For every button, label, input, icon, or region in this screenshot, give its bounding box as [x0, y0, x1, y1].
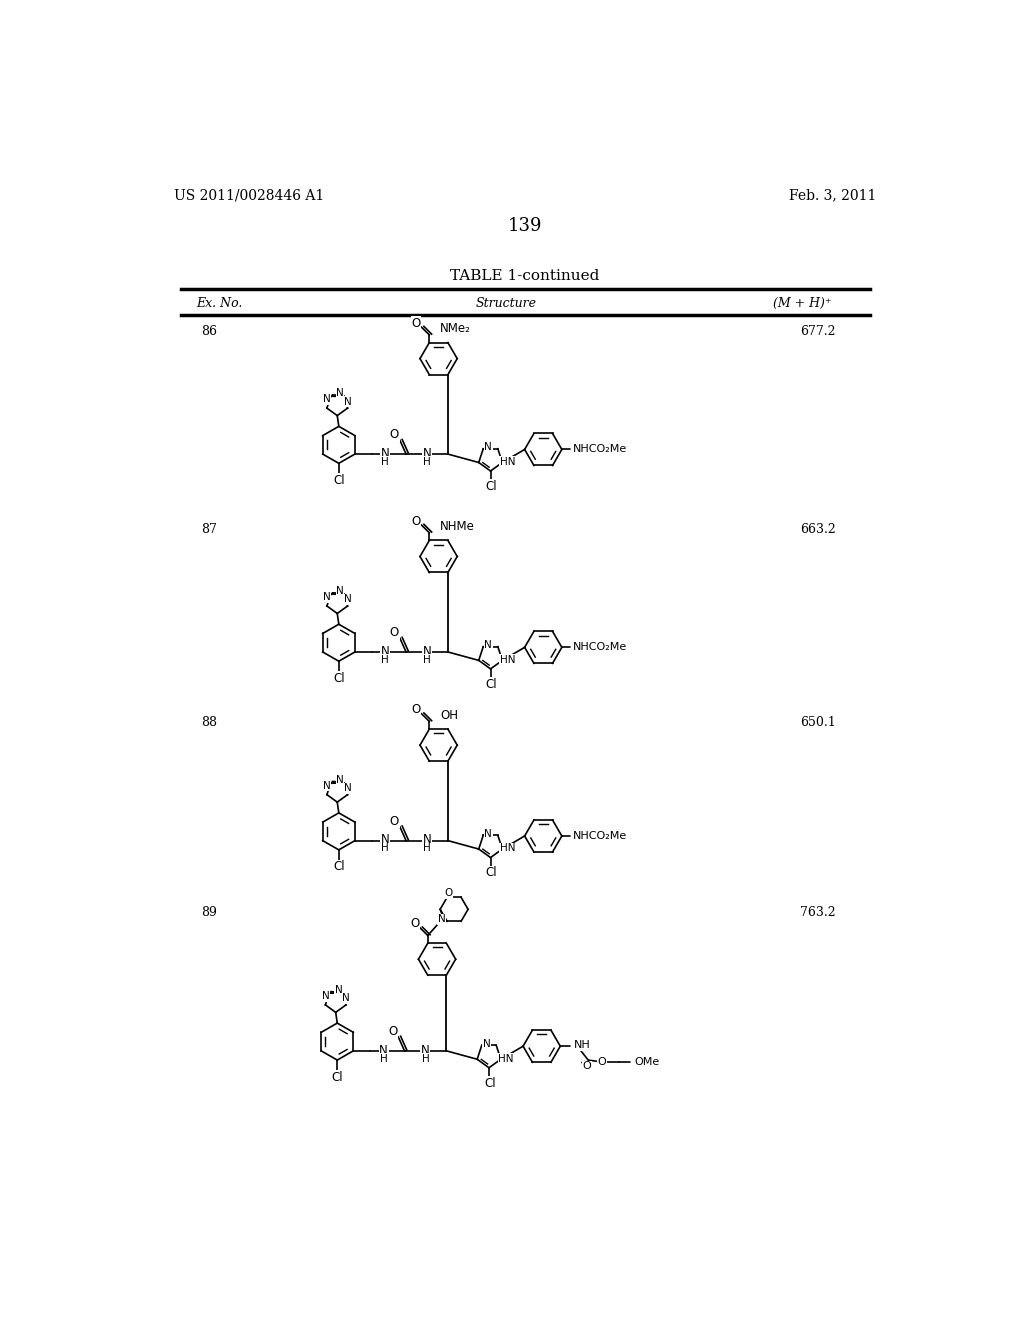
Text: O: O — [412, 704, 421, 717]
Text: HN: HN — [499, 1053, 514, 1064]
Text: H: H — [381, 843, 389, 853]
Text: O: O — [412, 317, 421, 330]
Text: Cl: Cl — [333, 861, 345, 874]
Text: N: N — [484, 640, 493, 649]
Text: Ex. No.: Ex. No. — [197, 297, 243, 310]
Text: N: N — [342, 994, 350, 1003]
Text: Cl: Cl — [333, 672, 345, 685]
Text: Cl: Cl — [332, 1071, 343, 1084]
Text: HN: HN — [500, 843, 515, 853]
Text: N: N — [381, 446, 389, 459]
Text: N: N — [344, 783, 351, 793]
Text: 89: 89 — [202, 907, 217, 920]
Text: H: H — [423, 655, 431, 665]
Text: N: N — [381, 644, 389, 657]
Text: Structure: Structure — [476, 297, 537, 310]
Text: NHCO₂Me: NHCO₂Me — [572, 643, 627, 652]
Text: N: N — [336, 775, 344, 785]
Text: N: N — [335, 985, 342, 995]
Text: Cl: Cl — [485, 677, 497, 690]
Text: N: N — [484, 442, 493, 453]
Text: O: O — [410, 917, 419, 931]
Text: N: N — [323, 781, 331, 791]
Text: N: N — [423, 833, 431, 846]
Text: 87: 87 — [202, 523, 217, 536]
Text: O: O — [388, 1026, 397, 1038]
Text: N: N — [482, 1039, 490, 1049]
Text: O: O — [390, 428, 399, 441]
Text: 677.2: 677.2 — [800, 325, 836, 338]
Text: 763.2: 763.2 — [800, 907, 836, 920]
Text: N: N — [344, 396, 351, 407]
Text: O: O — [583, 1061, 591, 1072]
Text: N: N — [379, 1044, 388, 1056]
Text: O: O — [412, 515, 421, 528]
Text: N: N — [323, 593, 331, 602]
Text: HN: HN — [500, 457, 515, 467]
Text: H: H — [422, 1053, 429, 1064]
Text: Cl: Cl — [333, 474, 345, 487]
Text: N: N — [421, 1044, 430, 1056]
Text: Cl: Cl — [485, 480, 497, 492]
Text: 139: 139 — [508, 218, 542, 235]
Text: H: H — [423, 843, 431, 853]
Text: HN: HN — [500, 655, 515, 665]
Text: NHCO₂Me: NHCO₂Me — [572, 832, 627, 841]
Text: Feb. 3, 2011: Feb. 3, 2011 — [790, 189, 877, 202]
Text: OH: OH — [440, 709, 458, 722]
Text: O: O — [390, 626, 399, 639]
Text: N: N — [336, 388, 344, 399]
Text: H: H — [381, 457, 389, 467]
Text: N: N — [423, 644, 431, 657]
Text: N: N — [381, 833, 389, 846]
Text: Cl: Cl — [484, 1077, 496, 1090]
Text: NHMe: NHMe — [440, 520, 475, 533]
Text: O: O — [444, 888, 453, 899]
Text: N: N — [336, 586, 344, 597]
Text: N: N — [322, 991, 330, 1001]
Text: US 2011/0028446 A1: US 2011/0028446 A1 — [174, 189, 325, 202]
Text: 86: 86 — [202, 325, 217, 338]
Text: H: H — [381, 655, 389, 665]
Text: O: O — [598, 1056, 606, 1067]
Text: O: O — [390, 814, 399, 828]
Text: (M + H)⁺: (M + H)⁺ — [773, 297, 831, 310]
Text: Cl: Cl — [485, 866, 497, 879]
Text: N: N — [423, 446, 431, 459]
Text: NHCO₂Me: NHCO₂Me — [572, 445, 627, 454]
Text: N: N — [438, 915, 445, 924]
Text: H: H — [380, 1053, 387, 1064]
Text: H: H — [423, 457, 431, 467]
Text: 663.2: 663.2 — [800, 523, 836, 536]
Text: N: N — [344, 594, 351, 605]
Text: NH: NH — [574, 1040, 591, 1051]
Text: 650.1: 650.1 — [800, 715, 836, 729]
Text: 88: 88 — [202, 715, 217, 729]
Text: OMe: OMe — [635, 1056, 659, 1067]
Text: N: N — [484, 829, 493, 838]
Text: NMe₂: NMe₂ — [440, 322, 471, 335]
Text: N: N — [323, 395, 331, 404]
Text: TABLE 1-continued: TABLE 1-continued — [451, 269, 599, 284]
